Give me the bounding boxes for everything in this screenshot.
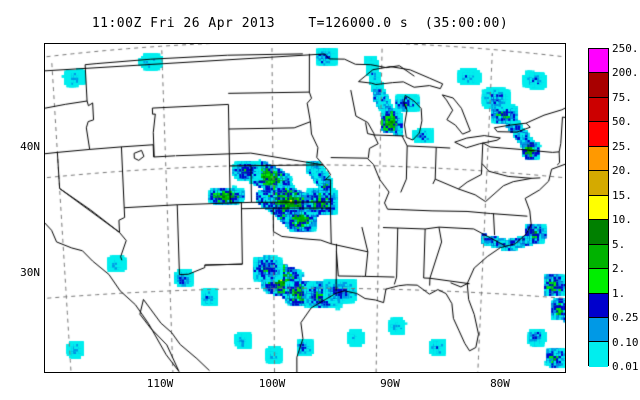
x-axis-tick-label: 100W: [258, 377, 286, 390]
colorbar-tick-label: 200.: [612, 66, 639, 80]
colorbar-tick-label: 50.: [612, 115, 632, 129]
colorbar-band: [589, 244, 608, 270]
colorbar-tick-label: 20.: [612, 164, 632, 178]
colorbar-tick-label: 250.: [612, 42, 639, 55]
map-plot-area: [44, 43, 566, 373]
colorbar-tick-label: 0.10: [612, 335, 639, 349]
colorbar-band: [589, 171, 608, 196]
colorbar-band: [589, 317, 608, 343]
colorbar-band: [589, 49, 608, 74]
colorbar-band: [589, 195, 608, 221]
x-axis-tick-label: 90W: [380, 377, 400, 390]
colorbar-band: [589, 293, 608, 318]
colorbar-tick-label: 0.01: [612, 360, 639, 373]
colorbar-band: [589, 269, 608, 294]
colorbar-tick-label: 2.: [612, 262, 626, 276]
x-axis-tick-label: 110W: [146, 377, 174, 390]
colorbar-band: [589, 220, 608, 245]
colorbar-tick-label: 0.25: [612, 311, 639, 325]
colorbar-tick-label: 15.: [612, 188, 632, 202]
colorbar-tick-label: 25.: [612, 139, 632, 153]
precipitation-map-canvas: [45, 44, 565, 372]
y-axis-tick-label: 30N: [20, 266, 40, 279]
colorbar-band: [589, 97, 608, 123]
colorbar-band: [589, 122, 608, 147]
colorbar-tick-label: 1.: [612, 286, 626, 300]
colorbar-tick-label: 10.: [612, 213, 632, 227]
y-axis-tick-label: 40N: [20, 140, 40, 153]
colorbar-tick-label: 5.: [612, 237, 626, 251]
x-axis-tick-label: 80W: [490, 377, 510, 390]
colorbar-band: [589, 342, 608, 367]
colorbar-tick-label: 75.: [612, 90, 632, 104]
colorbar-band: [589, 73, 608, 98]
colorbar: [588, 48, 609, 367]
colorbar-band: [589, 146, 608, 172]
figure-title: 11:00Z Fri 26 Apr 2013 T=126000.0 s (35:…: [91, 16, 509, 31]
